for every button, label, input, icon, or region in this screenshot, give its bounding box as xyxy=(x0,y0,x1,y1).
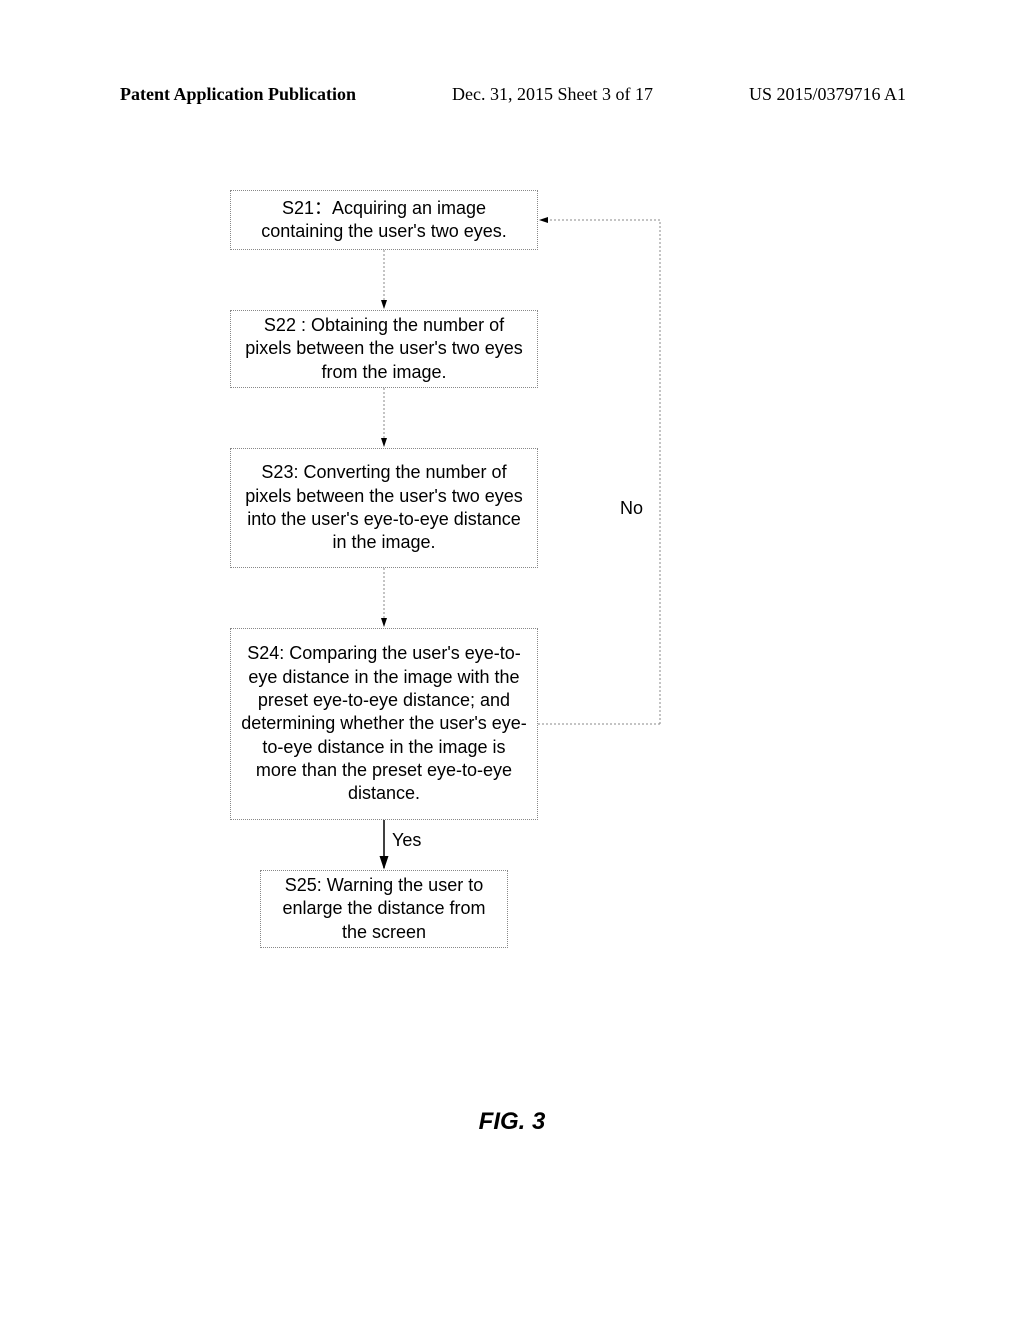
yes-label: Yes xyxy=(392,830,421,851)
s23-text: S23: Converting the number of pixels bet… xyxy=(241,461,527,555)
no-text: No xyxy=(620,498,643,518)
flowchart-box-s24: S24: Comparing the user's eye-to-eye dis… xyxy=(230,628,538,820)
flowchart-box-s22: S22 : Obtaining the number of pixels bet… xyxy=(230,310,538,388)
figure-label-text: FIG. 3 xyxy=(479,1108,546,1135)
header-left: Patent Application Publication xyxy=(120,84,356,105)
figure-label: FIG. 3 xyxy=(0,1108,1024,1136)
flowchart-box-s23: S23: Converting the number of pixels bet… xyxy=(230,448,538,568)
yes-text: Yes xyxy=(392,830,421,850)
s21-text: S21：Acquiring an image containing the us… xyxy=(241,197,527,244)
flowchart-box-s25: S25: Warning the user to enlarge the dis… xyxy=(260,870,508,948)
s24-text: S24: Comparing the user's eye-to-eye dis… xyxy=(241,642,527,806)
flowchart-box-s21: S21：Acquiring an image containing the us… xyxy=(230,190,538,250)
header-center: Dec. 31, 2015 Sheet 3 of 17 xyxy=(452,84,653,105)
s22-text: S22 : Obtaining the number of pixels bet… xyxy=(241,314,527,384)
page-header: Patent Application Publication Dec. 31, … xyxy=(0,84,1024,105)
s25-text: S25: Warning the user to enlarge the dis… xyxy=(271,874,497,944)
no-label: No xyxy=(620,498,643,519)
header-right: US 2015/0379716 A1 xyxy=(749,84,906,105)
connectors-svg xyxy=(0,170,1024,1070)
flowchart: S21：Acquiring an image containing the us… xyxy=(0,170,1024,1070)
